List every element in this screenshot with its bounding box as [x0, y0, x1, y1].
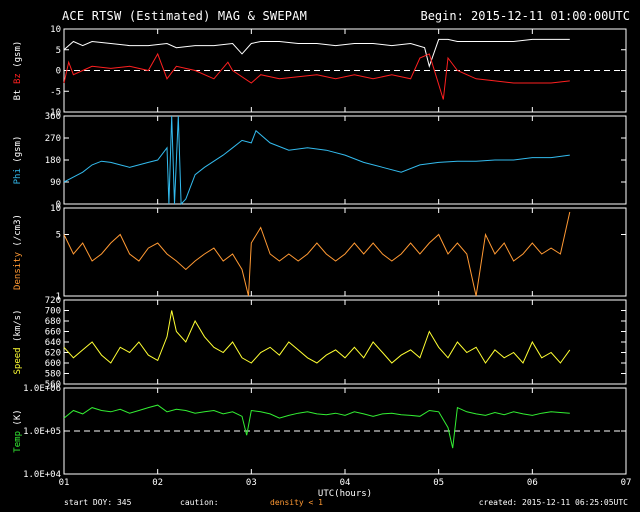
series-line-bt — [63, 38, 570, 69]
panel-frame — [63, 299, 627, 385]
panel-phi: 360 270 180 90 0 Phi (gsm) — [13, 112, 627, 210]
y-tick-label: 600 — [45, 359, 61, 369]
page-title: ACE RTSW (Estimated) MAG & SWEPAM — [62, 9, 308, 23]
x-tick-label: 03 — [246, 478, 257, 488]
y-tick-label: 660 — [45, 328, 61, 338]
start-doy-label: start DOY: 345 — [64, 498, 132, 507]
density-caution-note: density < 1 — [270, 498, 323, 507]
y-axis-label-part: Bz — [13, 73, 23, 89]
x-tick-label: 07 — [621, 478, 632, 488]
y-tick-label: 620 — [45, 349, 61, 359]
y-axis-label: Temp (K) — [13, 409, 23, 452]
y-axis-label-part: (/cm3) — [13, 214, 23, 252]
y-tick-label: 1.0E+05 — [23, 427, 61, 437]
y-tick-label: -5 — [50, 87, 61, 97]
y-tick-label: 640 — [45, 338, 61, 348]
y-tick-label: 270 — [45, 134, 61, 144]
y-tick-label: 700 — [45, 307, 61, 317]
y-tick-label: 580 — [45, 370, 61, 380]
created-timestamp: created: 2015-12-11 06:25:05UTC — [478, 498, 628, 507]
x-axis-label: UTC(hours) — [318, 489, 372, 499]
y-axis-label-part: Density — [13, 251, 23, 290]
y-tick-label: 1.0E+06 — [23, 384, 61, 394]
x-tick-label: 01 — [59, 478, 70, 488]
y-axis-label-part: Bt — [13, 89, 23, 100]
y-tick-label: 360 — [45, 112, 61, 122]
panel-density: 10 5 1 Density (/cm3) — [13, 204, 627, 302]
series-line-temp — [63, 404, 570, 449]
y-axis-label: Speed (km/s) — [13, 309, 23, 374]
y-tick-label: 560 — [45, 380, 61, 390]
y-axis-label-part: Phi — [13, 168, 23, 184]
panel-frame — [63, 115, 627, 205]
series-line-bz — [63, 52, 570, 100]
caution-label: caution: — [180, 498, 219, 507]
y-tick-label: 0 — [56, 67, 61, 77]
y-tick-label: 1.0E+04 — [23, 470, 61, 480]
y-axis-label: Bt Bz (gsm) — [13, 41, 23, 101]
x-tick-label: 02 — [152, 478, 163, 488]
y-tick-label: 180 — [45, 156, 61, 166]
panel-temp: 1.0E+06 1.0E+05 1.0E+04 Temp (K) — [13, 384, 627, 480]
y-tick-label: 10 — [50, 25, 61, 35]
y-tick-label: 10 — [50, 204, 61, 214]
series-line-density — [63, 211, 571, 297]
panel-mag: 10 5 0 -5 -10 Bt Bz (gsm) — [13, 25, 627, 118]
x-tick-label: 04 — [340, 478, 351, 488]
y-axis-label: Phi (gsm) — [13, 136, 23, 185]
y-axis-label-part: (gsm) — [13, 41, 23, 74]
y-axis-label-part: Temp — [13, 431, 23, 453]
y-axis-label: Density (/cm3) — [13, 214, 23, 290]
y-tick-label: 90 — [50, 178, 61, 188]
panel-frame — [63, 207, 627, 297]
begin-time-label: Begin: 2015-12-11 01:00:00UTC — [420, 9, 630, 23]
y-axis-label-part: Speed — [13, 347, 23, 374]
y-axis-label-part: (gsm) — [13, 136, 23, 169]
y-axis-label-part: (K) — [13, 409, 23, 431]
y-axis-label-part: (km/s) — [13, 309, 23, 347]
series-line-phi — [63, 115, 570, 206]
x-tick-label: 05 — [433, 478, 444, 488]
x-tick-label: 06 — [527, 478, 538, 488]
y-tick-label: 720 — [45, 296, 61, 306]
y-tick-label: -10 — [45, 108, 61, 118]
y-tick-label: 0 — [56, 200, 61, 210]
y-tick-label: 680 — [45, 317, 61, 327]
series-line-speed — [63, 310, 571, 364]
y-tick-label: 5 — [56, 46, 61, 56]
y-tick-label: 1 — [56, 292, 61, 302]
y-tick-label: 5 — [56, 230, 61, 240]
